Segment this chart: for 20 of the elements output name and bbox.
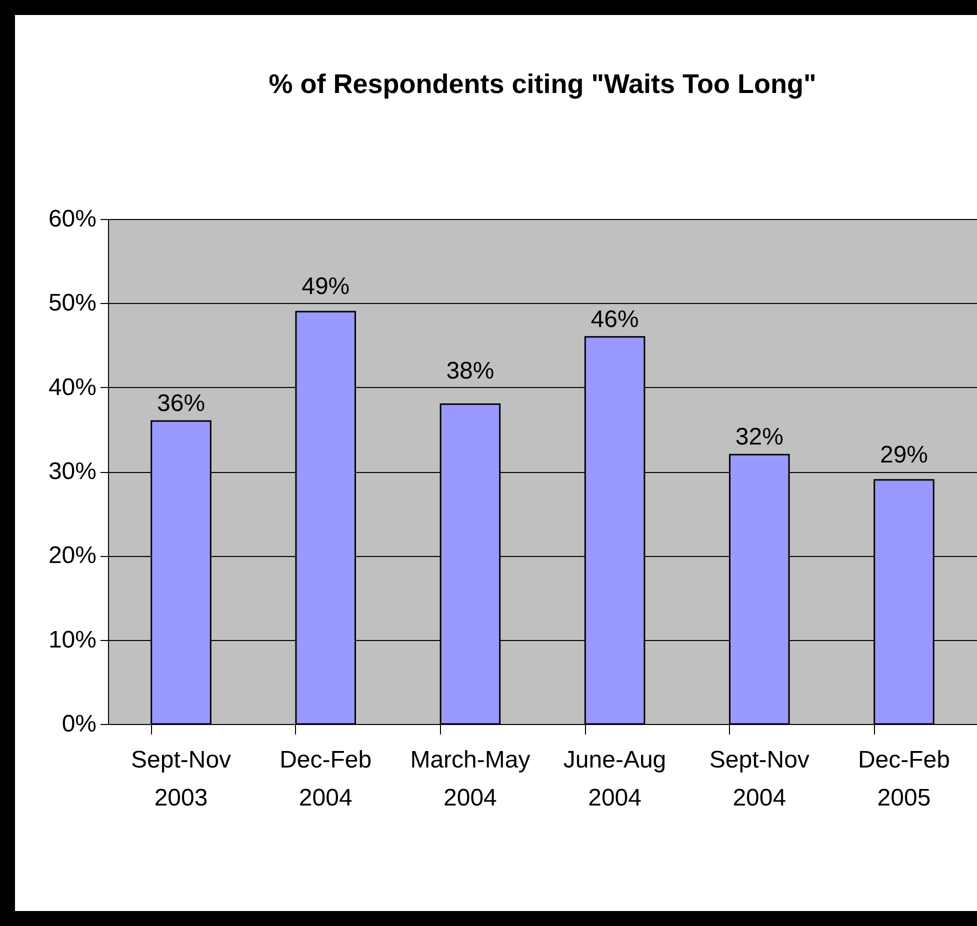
y-tick-label: 60% (48, 206, 96, 232)
y-tick-label: 30% (48, 458, 96, 485)
y-tick-label: 40% (48, 374, 96, 401)
data-label: 49% (302, 273, 350, 300)
y-tick-label: 0% (62, 710, 96, 738)
data-label: 46% (590, 306, 639, 333)
x-tick-label: Sept-Nov 2003 (130, 746, 232, 812)
data-label: 32% (735, 424, 784, 451)
x-tick-label: Sept-Nov 2004 (709, 746, 810, 812)
data-label: 29% (880, 442, 928, 468)
chart-title: % of Respondents citing "Waits Too Long" (268, 69, 816, 99)
x-tick-label: Dec-Feb 2004 (280, 746, 372, 812)
x-tick-label: March-May 2004 (410, 746, 530, 812)
y-tick-label: 10% (48, 626, 96, 654)
y-tick-label: 50% (48, 290, 96, 317)
x-tick-label: June-Aug 2004 (563, 746, 666, 812)
y-tick-label: 20% (48, 542, 96, 570)
data-label: 38% (446, 357, 494, 384)
data-label: 36% (156, 390, 206, 417)
x-tick-label: Dec-Feb 2005 (858, 746, 950, 812)
